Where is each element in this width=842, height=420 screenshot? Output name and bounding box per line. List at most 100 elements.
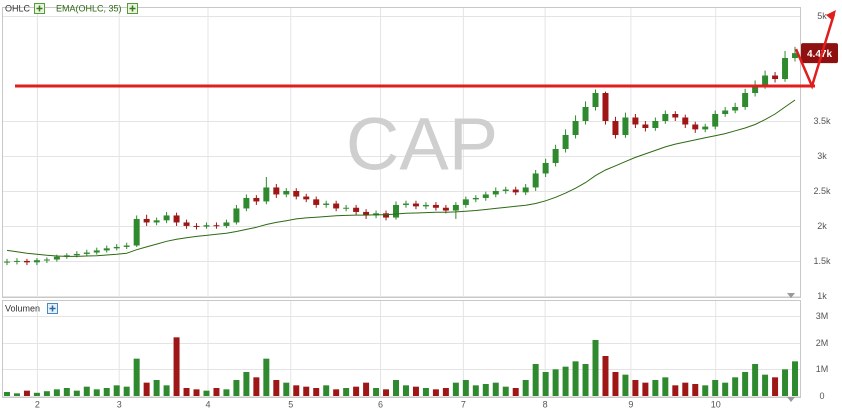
candle-body	[662, 113, 669, 121]
volume-bar	[762, 374, 769, 396]
volume-bar	[422, 388, 429, 396]
volume-bar	[163, 385, 170, 396]
candle-body	[103, 248, 110, 251]
candle-body	[772, 75, 779, 80]
volume-bar	[203, 390, 210, 396]
y-tick-label: 3.5k	[813, 116, 831, 126]
candle-body	[712, 113, 719, 127]
candle-body	[472, 197, 479, 200]
candle-body	[23, 260, 30, 263]
volume-bar	[562, 366, 569, 396]
volume-bar	[123, 386, 130, 396]
candle-body	[402, 203, 409, 205]
volume-bar	[213, 388, 220, 396]
add-button[interactable]	[34, 3, 45, 14]
candle-body	[672, 113, 679, 118]
add-button[interactable]	[47, 303, 58, 314]
volume-bar	[692, 384, 699, 396]
volume-bar	[243, 372, 250, 396]
candle-body	[203, 225, 210, 227]
volume-bar	[532, 364, 539, 396]
volume-bar	[752, 364, 759, 396]
volume-bar	[273, 380, 280, 396]
candle-body	[422, 204, 429, 207]
y-tick-label: 1M	[816, 364, 829, 374]
candle-body	[33, 260, 40, 263]
y-tick-label: 2M	[816, 338, 829, 348]
y-tick-label: 5k	[817, 11, 827, 21]
volume-bar	[233, 380, 240, 396]
volume-bar	[652, 380, 659, 396]
watermark: CAP	[346, 103, 498, 186]
x-tick-label: 3	[117, 399, 122, 409]
volume-bar	[3, 392, 10, 396]
grid-layer	[2, 8, 800, 398]
candle-body	[73, 253, 80, 256]
volume-bar	[183, 388, 190, 396]
volume-bar	[333, 389, 340, 396]
annotation-arrow	[794, 13, 836, 90]
ema-line	[6, 99, 796, 257]
candle-body	[383, 213, 390, 218]
volume-bar	[662, 377, 669, 396]
volume-bar	[173, 337, 180, 396]
volume-bar	[742, 372, 749, 396]
volume-bar	[393, 380, 400, 396]
candle-body	[592, 93, 599, 107]
x-tick-label: 5	[288, 399, 293, 409]
volume-bar	[472, 385, 479, 396]
candle-body	[642, 124, 649, 128]
volume-bar	[442, 388, 449, 396]
volume-bar	[542, 372, 549, 396]
volume-bar	[772, 377, 779, 396]
add-button[interactable]	[127, 3, 138, 14]
x-tick-label: 8	[543, 399, 548, 409]
volume-bar	[313, 388, 320, 396]
candle-body	[303, 196, 310, 200]
candle-body	[752, 86, 759, 94]
candle-body	[113, 246, 120, 249]
volume-bar	[682, 382, 689, 396]
candle-body	[173, 215, 180, 223]
volume-bar	[792, 361, 799, 396]
volume-bar	[283, 382, 290, 396]
candle-body	[3, 261, 10, 263]
candle-body	[432, 204, 439, 208]
volume-bar	[432, 389, 439, 396]
volume-bar	[492, 382, 499, 396]
y-tick-label: 2k	[817, 221, 827, 231]
candle-body	[313, 199, 320, 205]
annotation-arrowhead	[826, 10, 836, 21]
volume-bar	[323, 385, 330, 396]
x-tick-label: 6	[378, 399, 383, 409]
y-tick-label: 1.5k	[813, 256, 831, 266]
candle-body	[153, 220, 160, 223]
candle-body	[542, 162, 549, 174]
x-tick-label: 4	[205, 399, 210, 409]
volume-bar	[93, 389, 100, 396]
candle-body	[502, 189, 509, 191]
candle-body	[343, 207, 350, 209]
candle-body	[273, 187, 280, 195]
volume-bar	[722, 382, 729, 396]
candle-body	[13, 260, 20, 262]
candle-body	[163, 215, 170, 221]
candle-body	[612, 120, 619, 135]
x-tick-label: 10	[711, 399, 721, 409]
candle-body	[233, 208, 240, 223]
candle-body	[602, 93, 609, 121]
scroll-arrow[interactable]	[787, 397, 795, 402]
volume-panel	[2, 300, 801, 398]
scroll-arrow[interactable]	[787, 293, 795, 298]
candle-body	[622, 117, 629, 135]
volume-bar	[143, 382, 150, 396]
x-tick-label: 7	[461, 399, 466, 409]
volume-bar	[373, 388, 380, 396]
volume-bar	[43, 391, 50, 396]
candle-body	[333, 203, 340, 209]
candle-body	[692, 124, 699, 130]
candle-body	[562, 134, 569, 149]
candle-body	[83, 252, 90, 254]
volume-bar	[23, 390, 30, 396]
volume-bar	[512, 388, 519, 396]
